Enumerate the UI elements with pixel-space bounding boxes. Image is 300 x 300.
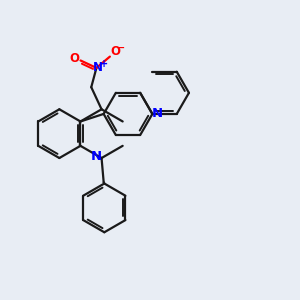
- Text: N: N: [93, 61, 103, 74]
- Text: O: O: [69, 52, 79, 65]
- Text: O: O: [111, 45, 121, 58]
- Text: −: −: [117, 43, 125, 53]
- Text: N: N: [152, 107, 163, 120]
- Text: +: +: [100, 59, 108, 69]
- Text: N: N: [91, 150, 102, 163]
